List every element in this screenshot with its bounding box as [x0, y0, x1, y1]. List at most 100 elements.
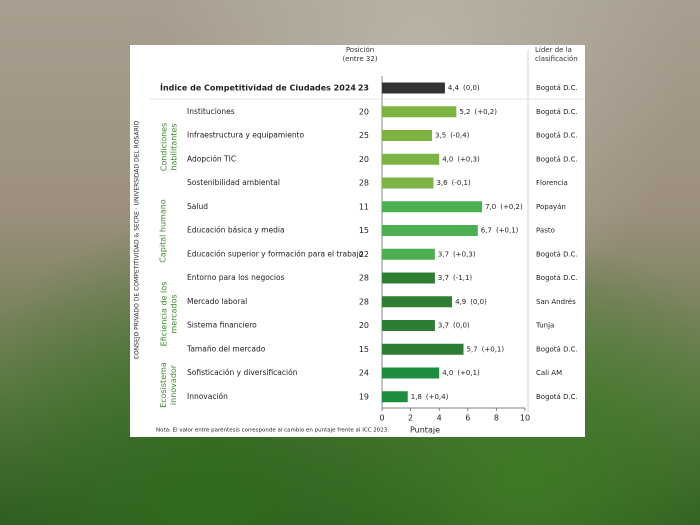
bar — [382, 225, 478, 236]
position-label: 15 — [359, 226, 369, 235]
change-label: (0,0) — [470, 298, 487, 306]
x-tick-label: 8 — [494, 414, 499, 423]
leader-label: Tunja — [535, 322, 554, 330]
bar — [382, 177, 434, 189]
change-label: (+0,4) — [426, 393, 449, 401]
value-label: 4,0 — [442, 369, 453, 377]
change-label: (+0,3) — [453, 250, 476, 258]
bar — [382, 367, 440, 379]
group-label: Eficiencia de los mercados — [159, 281, 178, 346]
value-label: 4,4 — [448, 84, 460, 92]
category-label: Adopción TIC — [187, 154, 236, 163]
position-label: 28 — [359, 179, 369, 188]
position-label: 24 — [359, 369, 369, 378]
x-tick-label: 0 — [379, 414, 384, 423]
bar — [382, 201, 483, 213]
change-label: (0,0) — [453, 322, 470, 330]
x-tick-label: 10 — [520, 414, 530, 423]
category-label: Infraestructura y equipamiento — [187, 131, 305, 140]
x-tick-label: 4 — [437, 414, 442, 423]
category-label: Índice de Competitividad de Ciudades 202… — [160, 82, 356, 93]
category-label: Sofisticación y diversificación — [187, 368, 298, 377]
position-label: 19 — [359, 392, 369, 401]
position-label: 23 — [358, 84, 369, 93]
position-label: 28 — [359, 274, 369, 283]
change-label: (+0,2) — [500, 203, 523, 211]
change-label: (+0,1) — [496, 227, 519, 235]
category-label: Sistema financiero — [187, 321, 257, 330]
category-label: Instituciones — [187, 107, 235, 116]
change-label: (0,0) — [463, 84, 480, 92]
x-tick-label: 2 — [408, 414, 413, 423]
category-label: Salud — [187, 202, 208, 211]
category-label: Educación superior y formación para el t… — [187, 249, 364, 258]
bar — [382, 153, 440, 165]
value-label: 4,9 — [455, 298, 466, 306]
group-label: Ecosistema innovador — [159, 362, 178, 408]
category-label: Educación básica y media — [187, 226, 285, 235]
category-label: Innovación — [187, 392, 228, 401]
value-label: 3,6 — [436, 179, 448, 187]
value-label: 3,5 — [435, 132, 446, 140]
change-label: (-0,1) — [452, 179, 471, 187]
leader-label: Pasto — [536, 227, 555, 235]
note: Nota: El valor entre paréntesis correspo… — [156, 427, 389, 434]
change-label: (+0,3) — [457, 155, 480, 163]
position-label: 20 — [359, 321, 369, 330]
change-label: (+0,2) — [475, 108, 498, 116]
leader-label: San Andrés — [536, 298, 576, 306]
leader-label: Bogotá D.C. — [536, 345, 578, 353]
value-label: 1,8 — [411, 393, 422, 401]
bar — [382, 82, 445, 94]
leader-label: Bogotá D.C. — [536, 393, 578, 401]
x-axis-label: Puntaje — [410, 426, 440, 435]
value-label: 3,7 — [438, 322, 449, 330]
bar — [382, 343, 464, 355]
value-label: 3,7 — [438, 250, 449, 258]
position-label: 22 — [359, 250, 369, 259]
leader-label: Bogotá D.C. — [536, 155, 578, 163]
position-label: 15 — [359, 345, 369, 354]
bar — [382, 391, 408, 403]
position-label: 20 — [359, 155, 369, 164]
leader-label: Bogotá D.C. — [536, 274, 578, 282]
leader-label: Bogotá D.C. — [536, 132, 578, 140]
bar — [382, 296, 453, 308]
source: CONSEJO PRIVADO DE COMPETITIVIDAD & SECR… — [134, 120, 141, 359]
value-label: 6,7 — [481, 227, 492, 235]
change-label: (+0,1) — [457, 369, 480, 377]
category-label: Tamaño del mercado — [186, 344, 266, 353]
position-label: 25 — [359, 131, 369, 140]
position-header: Posición (entre 32) — [342, 46, 378, 63]
category-label: Mercado laboral — [187, 297, 247, 306]
bar — [382, 320, 435, 331]
change-label: (-0,4) — [450, 132, 469, 140]
group-label: Condiciones habilitantes — [159, 123, 178, 172]
category-label: Sostenibilidad ambiental — [187, 178, 280, 187]
value-label: 3,7 — [438, 274, 449, 282]
value-label: 4,0 — [442, 155, 453, 163]
x-tick-label: 6 — [465, 414, 470, 423]
panel — [130, 45, 585, 437]
change-label: (-1,1) — [453, 274, 472, 282]
bar — [382, 130, 433, 141]
bar — [382, 272, 435, 284]
leader-label: Popayán — [536, 203, 566, 211]
leader-label: Bogotá D.C. — [536, 108, 578, 116]
leader-label: Florencia — [536, 179, 568, 187]
change-label: (+0,1) — [482, 345, 505, 353]
bar — [382, 248, 435, 260]
value-label: 7,0 — [485, 203, 496, 211]
value-label: 5,2 — [459, 108, 470, 116]
bar — [382, 106, 457, 118]
group-label: Capital humano — [159, 198, 168, 263]
position-label: 11 — [359, 202, 369, 211]
leader-header: Líder de la clasificación — [535, 46, 578, 63]
leader-label: Bogotá D.C. — [536, 84, 578, 92]
position-label: 20 — [359, 107, 369, 116]
position-label: 28 — [359, 297, 369, 306]
leader-label: Cali AM — [536, 369, 562, 377]
category-label: Entorno para los negocios — [187, 273, 285, 282]
